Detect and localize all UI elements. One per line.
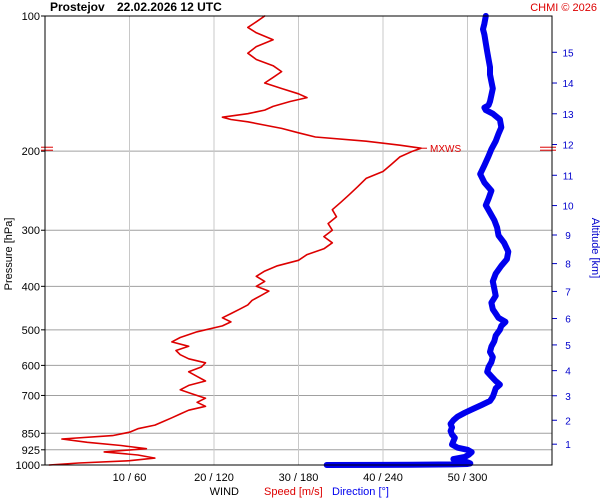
wind-tick-label: 20 / 120: [194, 472, 234, 484]
pressure-tick-label: 400: [22, 281, 40, 293]
wind-ticks: 10 / 60 20 / 120 30 / 180 40 / 240 50 / 300: [113, 472, 488, 484]
altitude-tick-label: 7: [565, 287, 571, 298]
series: [48, 13, 512, 468]
pressure-tick-label: 700: [22, 390, 40, 402]
pressure-tick-label: 500: [22, 325, 40, 337]
altitude-tick-label: 4: [565, 367, 571, 378]
wind-tick-label: 40 / 240: [363, 472, 403, 484]
pressure-tick-label: 600: [22, 360, 40, 372]
altitude-tick-label: 9: [565, 231, 571, 242]
altitude-axis-label: Altitude [km]: [589, 218, 600, 279]
max-wind-annotation: MXWS: [41, 144, 556, 155]
pressure-tick-label: 1000: [16, 460, 40, 472]
y-axis-label: Pressure [hPa]: [3, 218, 15, 291]
pressure-tick-label: 300: [22, 225, 40, 237]
altitude-tick-label: 14: [562, 79, 574, 90]
station-name: Prostejov: [50, 0, 105, 14]
pressure-ticks: 100 200 300 400 500 600 700 850 925 1000: [16, 11, 45, 472]
altitude-tick-label: 12: [562, 141, 574, 152]
x-axis-speed-label: Speed [m/s]: [264, 486, 323, 498]
sounding-datetime: 22.02.2026 12 UTC: [117, 0, 222, 14]
altitude-tick-label: 15: [562, 48, 574, 59]
pressure-tick-label: 200: [22, 146, 40, 158]
wind-tick-label: 50 / 300: [448, 472, 488, 484]
pressure-tick-label: 925: [22, 445, 40, 457]
wind-tick-label: 10 / 60: [113, 472, 147, 484]
altitude-tick-label: 6: [565, 315, 571, 326]
altitude-tick-label: 13: [562, 110, 574, 121]
x-axis-title: WIND: [210, 486, 239, 498]
altitude-tick-label: 2: [565, 416, 571, 427]
grid: [45, 16, 552, 465]
mxws-label: MXWS: [430, 144, 461, 155]
altitude-tick-label: 11: [563, 171, 574, 182]
altitude-tick-label: 8: [565, 260, 571, 271]
pressure-tick-label: 100: [22, 11, 40, 23]
wind-tick-label: 30 / 180: [279, 472, 319, 484]
pressure-tick-label: 850: [22, 428, 40, 440]
direction-line: [323, 13, 512, 468]
plot-frame: [44, 15, 553, 466]
x-axis-direction-label: Direction [°]: [332, 486, 389, 498]
speed-line: [48, 15, 422, 466]
credit-label: CHMI © 2026: [530, 2, 597, 14]
altitude-tick-label: 5: [565, 341, 571, 352]
altitude-tick-label: 3: [565, 392, 571, 403]
altitude-tick-label: 1: [565, 440, 571, 451]
altitude-tick-label: 10: [562, 202, 574, 213]
